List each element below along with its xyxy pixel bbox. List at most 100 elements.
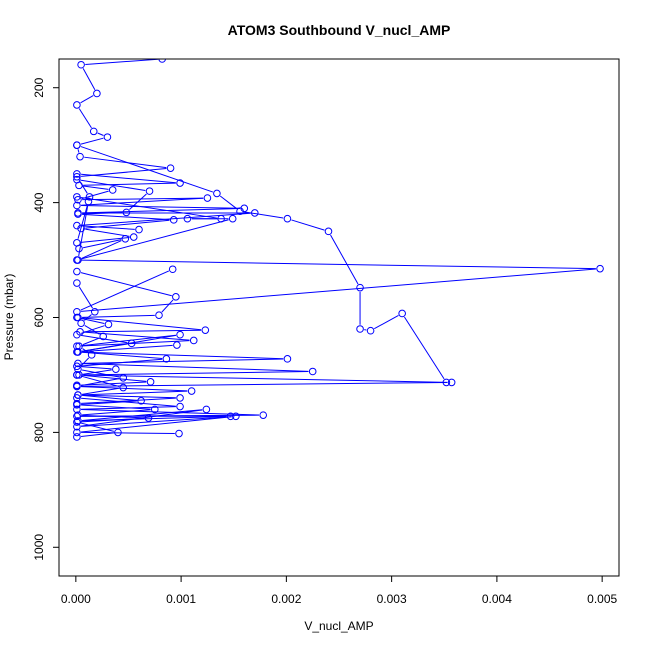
series-line-segment <box>82 344 173 353</box>
series-line-segment <box>80 179 146 191</box>
data-point <box>236 207 244 216</box>
series-line-segment <box>81 374 448 383</box>
series-line-segment <box>80 422 114 432</box>
series-line-segment <box>82 409 203 422</box>
series-line-segment <box>82 317 202 331</box>
data-point <box>119 374 128 382</box>
data-point <box>74 417 82 425</box>
data-point <box>87 351 96 359</box>
series-line-segment <box>83 182 176 186</box>
series-line-segment <box>81 397 176 404</box>
data-point <box>114 428 122 437</box>
series-line-segment <box>82 394 137 401</box>
x-tick-label: 0.003 <box>377 592 407 606</box>
series-group <box>73 371 159 441</box>
data-point <box>596 264 604 273</box>
series-line-segment <box>81 240 122 259</box>
data-point <box>77 319 85 328</box>
series-line-segment <box>81 259 596 270</box>
data-point <box>226 412 235 421</box>
data-point <box>122 208 131 217</box>
data-point <box>145 187 154 195</box>
series-line-segment <box>77 149 80 153</box>
data-point <box>73 175 81 184</box>
series-line-segment <box>82 197 204 201</box>
data-point <box>108 186 117 194</box>
series-line-segment <box>82 414 145 419</box>
data-point <box>172 293 180 301</box>
data-point <box>75 342 83 351</box>
data-point <box>74 210 82 218</box>
series-line-segment <box>81 417 145 423</box>
data-point <box>74 365 82 374</box>
series-line-segment <box>81 225 135 230</box>
data-point <box>398 309 406 318</box>
data-point <box>73 330 81 339</box>
x-tick-label: 0.002 <box>271 592 301 606</box>
data-point <box>183 214 192 223</box>
y-tick-label: 200 <box>32 77 46 97</box>
data-point <box>173 341 181 349</box>
y-tick-label: 400 <box>32 192 46 212</box>
x-axis-label: V_nucl_AMP <box>304 619 373 633</box>
series-line-segment <box>80 272 172 297</box>
y-tick-label: 1000 <box>32 534 46 561</box>
data-point <box>356 325 364 333</box>
series-line-segment <box>81 404 151 410</box>
series-line-segment <box>80 317 105 324</box>
data-point <box>189 336 198 345</box>
series-line-segment <box>82 212 123 215</box>
data-point <box>73 201 81 210</box>
series-line-segment <box>80 197 218 219</box>
data-point <box>324 227 333 236</box>
series-group <box>73 313 171 390</box>
series-line-segment <box>81 334 176 347</box>
series-line-segment <box>81 381 448 387</box>
series-line-segment <box>81 351 284 360</box>
series-line-segment <box>80 95 94 104</box>
series-line-segment <box>83 369 112 375</box>
data-point <box>73 412 81 421</box>
series-line-segment <box>80 219 229 260</box>
series-line-segment <box>81 400 137 406</box>
data-point <box>232 412 240 421</box>
series-line-segment <box>82 343 128 352</box>
data-point <box>213 189 221 198</box>
series-line-segment <box>81 381 147 386</box>
series-line-segment <box>81 268 596 312</box>
series-group <box>73 193 604 316</box>
y-tick-label: 600 <box>32 307 46 327</box>
series-line-segment <box>82 314 155 318</box>
data-point <box>217 214 225 223</box>
data-point <box>150 405 159 414</box>
data-point <box>73 433 81 441</box>
series-line-segment <box>78 286 93 309</box>
series-line-segment <box>82 394 176 399</box>
data-point <box>168 265 177 274</box>
series-line-segment <box>82 387 120 395</box>
data-point <box>129 233 138 241</box>
data-point <box>77 224 85 233</box>
series-layer <box>73 59 604 441</box>
x-tick-label: 0.001 <box>166 592 196 606</box>
data-point <box>119 383 128 392</box>
data-point <box>203 194 212 202</box>
data-point <box>75 244 83 253</box>
data-point <box>166 164 175 172</box>
data-point <box>127 339 136 348</box>
data-point <box>73 342 81 351</box>
series-line-segment <box>81 197 204 206</box>
series-line-segment <box>77 205 88 239</box>
data-point <box>73 371 81 379</box>
data-point <box>73 382 81 391</box>
data-point <box>308 367 317 376</box>
series-line-segment <box>83 239 122 249</box>
y-axis: 200 400 600 800 1000 <box>32 77 59 561</box>
data-point <box>137 396 145 405</box>
data-point <box>74 391 82 399</box>
data-point <box>85 193 94 201</box>
series-group <box>73 141 451 387</box>
x-tick-label: 0.004 <box>482 592 512 606</box>
